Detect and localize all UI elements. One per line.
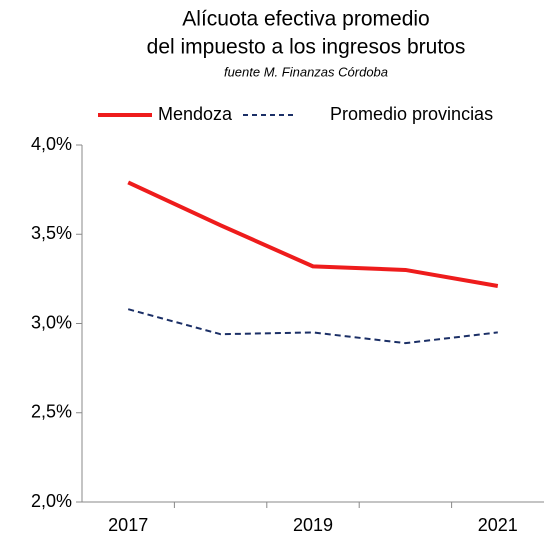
y-tick-label: 2,0% bbox=[31, 491, 72, 511]
chart-subtitle: fuente M. Finanzas Córdoba bbox=[224, 64, 388, 79]
y-tick-label: 4,0% bbox=[31, 134, 72, 154]
y-tick-label: 3,0% bbox=[31, 312, 72, 332]
chart-title: del impuesto a los ingresos brutos bbox=[147, 36, 466, 59]
chart-title: Alícuota efectiva promedio bbox=[182, 8, 429, 31]
series-line bbox=[127, 180, 499, 288]
legend-label: Promedio provincias bbox=[330, 104, 493, 124]
x-tick-label: 2021 bbox=[478, 515, 518, 535]
x-tick-label: 2017 bbox=[108, 515, 148, 535]
y-tick-label: 3,5% bbox=[31, 223, 72, 243]
series-line bbox=[127, 308, 498, 345]
x-tick-label: 2019 bbox=[293, 515, 333, 535]
legend-label: Mendoza bbox=[158, 104, 233, 124]
y-tick-label: 2,5% bbox=[31, 402, 72, 422]
